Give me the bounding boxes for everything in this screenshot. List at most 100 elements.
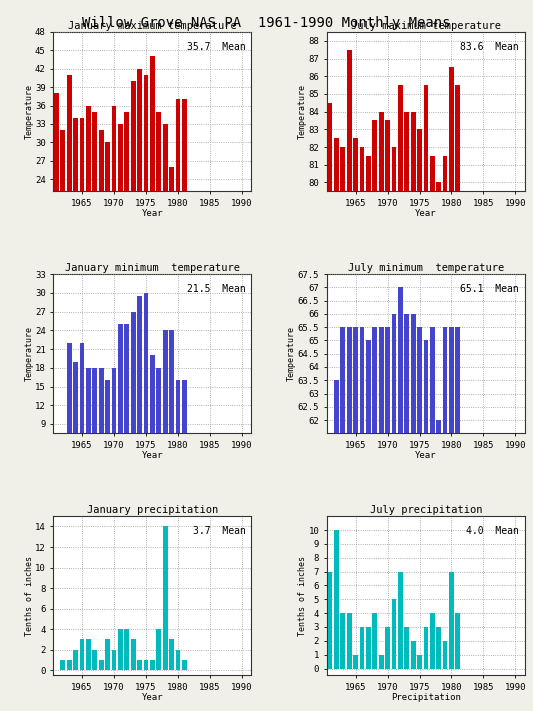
Bar [175, 100, 180, 326]
Bar [424, 627, 429, 668]
Bar [105, 142, 110, 326]
Bar [150, 56, 155, 326]
Bar [456, 85, 461, 711]
Text: 21.5  Mean: 21.5 Mean [187, 284, 246, 294]
Title: January minimum  temperature: January minimum temperature [65, 263, 240, 273]
Bar [67, 343, 71, 480]
Bar [111, 650, 116, 670]
Bar [86, 639, 91, 670]
Bar [334, 380, 339, 711]
Bar [360, 327, 365, 711]
Bar [73, 361, 78, 480]
Bar [417, 655, 422, 668]
Bar [347, 327, 352, 711]
Bar [86, 368, 91, 480]
Bar [437, 183, 441, 711]
Bar [379, 655, 384, 668]
Bar [405, 314, 409, 711]
Bar [417, 327, 422, 711]
Bar [175, 380, 180, 480]
Bar [169, 331, 174, 480]
Bar [156, 629, 161, 670]
X-axis label: Year: Year [142, 451, 163, 461]
Bar [398, 572, 403, 668]
Y-axis label: Temperature: Temperature [25, 84, 34, 139]
Bar [341, 147, 345, 711]
Bar [92, 650, 97, 670]
Bar [163, 124, 167, 326]
Bar [360, 627, 365, 668]
Bar [124, 629, 129, 670]
Bar [373, 613, 377, 668]
Bar [411, 314, 416, 711]
Bar [99, 130, 103, 326]
Bar [163, 526, 167, 670]
Bar [366, 156, 371, 711]
Bar [366, 341, 371, 711]
Bar [443, 641, 448, 668]
Bar [131, 311, 135, 480]
Bar [105, 380, 110, 480]
Bar [437, 420, 441, 711]
Bar [137, 69, 142, 326]
Bar [156, 368, 161, 480]
Y-axis label: Temperature: Temperature [298, 84, 307, 139]
Bar [392, 314, 397, 711]
Bar [437, 627, 441, 668]
Bar [60, 130, 65, 326]
Bar [105, 639, 110, 670]
Bar [417, 129, 422, 711]
Bar [156, 112, 161, 326]
Bar [347, 613, 352, 668]
Bar [430, 156, 435, 711]
X-axis label: Precipitation: Precipitation [391, 693, 461, 702]
Bar [341, 613, 345, 668]
Bar [118, 324, 123, 480]
Bar [341, 327, 345, 711]
Bar [449, 68, 454, 711]
Bar [328, 572, 333, 668]
Bar [79, 118, 84, 326]
Y-axis label: Tenths of inches: Tenths of inches [298, 556, 307, 636]
Bar [79, 639, 84, 670]
Bar [124, 324, 129, 480]
Y-axis label: Temperature: Temperature [287, 326, 296, 381]
Bar [92, 112, 97, 326]
Bar [143, 293, 148, 480]
Bar [366, 627, 371, 668]
X-axis label: Year: Year [142, 209, 163, 218]
Bar [334, 138, 339, 711]
Bar [405, 112, 409, 711]
Text: 3.7  Mean: 3.7 Mean [192, 525, 246, 535]
Bar [150, 356, 155, 480]
Bar [73, 650, 78, 670]
Title: January maximum temperature: January maximum temperature [68, 21, 237, 31]
Bar [398, 287, 403, 711]
Bar [424, 341, 429, 711]
Bar [175, 650, 180, 670]
Bar [385, 627, 390, 668]
Y-axis label: Temperature: Temperature [25, 326, 34, 381]
Bar [169, 639, 174, 670]
Text: 35.7  Mean: 35.7 Mean [187, 41, 246, 52]
X-axis label: Year: Year [415, 209, 437, 218]
Bar [385, 120, 390, 711]
Bar [118, 124, 123, 326]
Bar [92, 368, 97, 480]
Bar [143, 75, 148, 326]
Bar [163, 331, 167, 480]
Bar [392, 147, 397, 711]
Text: Willow Grove NAS PA  1961-1990 Monthly Means: Willow Grove NAS PA 1961-1990 Monthly Me… [82, 16, 451, 30]
Bar [430, 613, 435, 668]
Bar [169, 167, 174, 326]
Bar [118, 629, 123, 670]
Text: 83.6  Mean: 83.6 Mean [461, 41, 519, 52]
Y-axis label: Tenths of inches: Tenths of inches [25, 556, 34, 636]
Bar [373, 327, 377, 711]
Bar [456, 327, 461, 711]
Bar [449, 327, 454, 711]
Bar [456, 613, 461, 668]
Bar [443, 327, 448, 711]
Bar [150, 660, 155, 670]
Bar [405, 627, 409, 668]
